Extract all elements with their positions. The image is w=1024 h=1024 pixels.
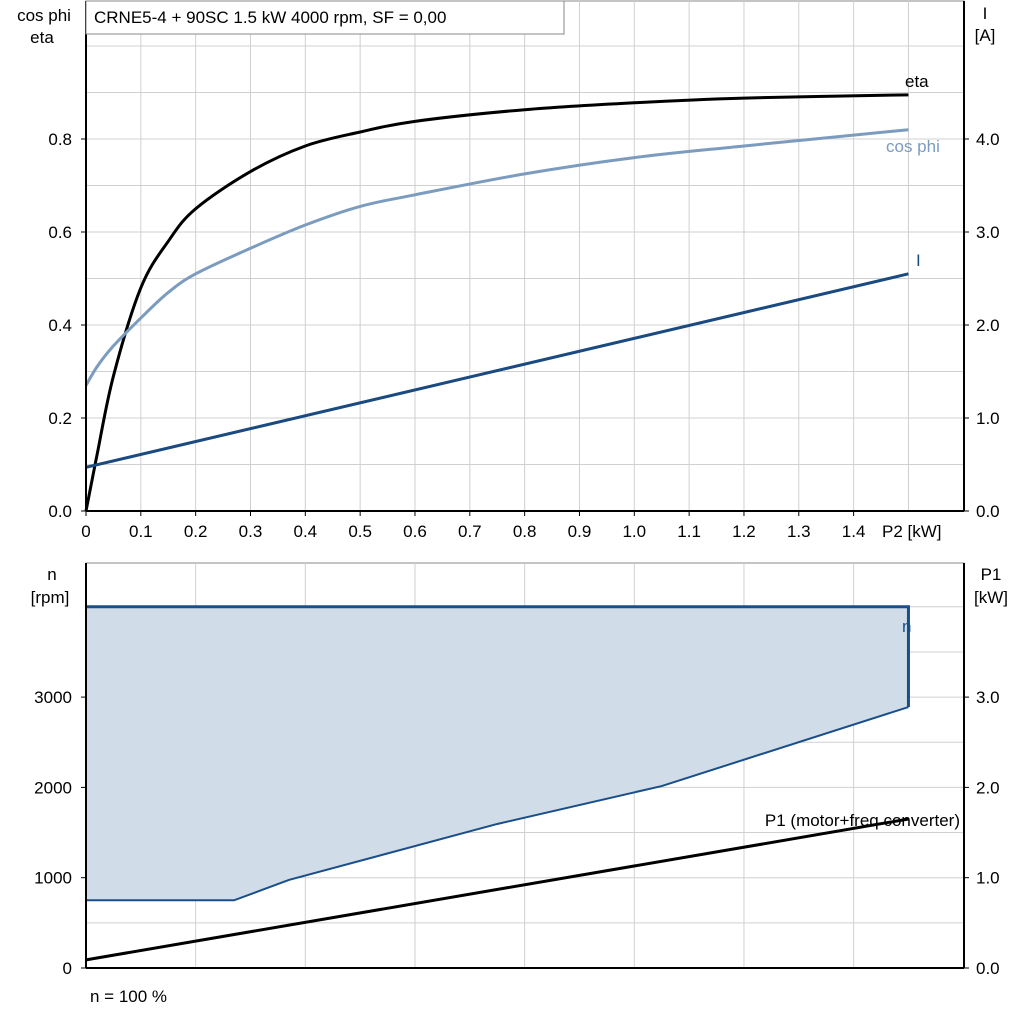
y-tick-label-left: 0.4 (48, 316, 72, 335)
chart-title: CRNE5-4 + 90SC 1.5 kW 4000 rpm, SF = 0,0… (94, 8, 446, 27)
y-tick-label-right: 4.0 (976, 130, 1000, 149)
n-range-area (86, 606, 909, 901)
y-tick-label-left: 3000 (34, 688, 72, 707)
y-tick-label-left: 0.0 (48, 502, 72, 521)
bottom-right-axis-label-1: P1 (981, 565, 1002, 584)
x-tick-label: 0.5 (348, 522, 372, 541)
y-tick-label-right: 0.0 (976, 502, 1000, 521)
series-line-i (85, 272, 909, 469)
y-tick-label-right: 2.0 (976, 778, 1000, 797)
y-tick-label-left: 0 (63, 959, 72, 978)
series-label-i: I (916, 251, 921, 270)
x-tick-label: 0.7 (458, 522, 482, 541)
series-line-cos-phi (84, 128, 909, 387)
y-tick-label-left: 0.2 (48, 409, 72, 428)
right-axis-label-2: [A] (975, 26, 996, 45)
series-label-n: n (902, 617, 911, 636)
y-tick-label-left: 0.8 (48, 130, 72, 149)
series-line-p1 (85, 817, 909, 962)
x-tick-label: 1.4 (842, 522, 866, 541)
n-min-line (86, 706, 909, 902)
x-tick-label: 1.1 (677, 522, 701, 541)
y-tick-label-right: 2.0 (976, 316, 1000, 335)
x-tick-label: 0.4 (293, 522, 317, 541)
series-label-eta: eta (905, 72, 929, 91)
y-tick-label-right: 1.0 (976, 869, 1000, 888)
bottom-right-axis-label-2: [kW] (974, 588, 1008, 607)
y-tick-label-right: 1.0 (976, 409, 1000, 428)
n-max-line (86, 605, 910, 708)
x-axis-label: P2 [kW] (882, 522, 942, 541)
x-tick-label: 1.3 (787, 522, 811, 541)
y-tick-label-right: 3.0 (976, 688, 1000, 707)
series-label-cos-phi: cos phi (886, 137, 940, 156)
left-axis-label-2: eta (30, 28, 54, 47)
series-label-p1: P1 (motor+freq converter) (765, 811, 960, 830)
left-axis-label-1: cos phi (17, 6, 71, 25)
footnote: n = 100 % (90, 987, 167, 1006)
y-tick-label-left: 0.6 (48, 223, 72, 242)
y-tick-label-left: 2000 (34, 778, 72, 797)
y-tick-label-right: 0.0 (976, 959, 1000, 978)
y-tick-label-left: 1000 (34, 869, 72, 888)
right-axis-label-1: I (983, 4, 988, 23)
x-tick-label: 0 (81, 522, 90, 541)
y-tick-label-right: 3.0 (976, 223, 1000, 242)
series-line-eta (84, 93, 909, 512)
x-tick-label: 1.0 (622, 522, 646, 541)
x-tick-label: 0.2 (184, 522, 208, 541)
x-tick-label: 1.2 (732, 522, 756, 541)
title-box (85, 0, 565, 35)
x-tick-label: 0.6 (403, 522, 427, 541)
x-tick-label: 0.1 (129, 522, 153, 541)
bottom-left-axis-label-2: [rpm] (31, 588, 70, 607)
x-tick-label: 0.9 (568, 522, 592, 541)
x-tick-label: 0.3 (239, 522, 263, 541)
x-tick-label: 0.8 (513, 522, 537, 541)
bottom-left-axis-label-1: n (47, 565, 56, 584)
